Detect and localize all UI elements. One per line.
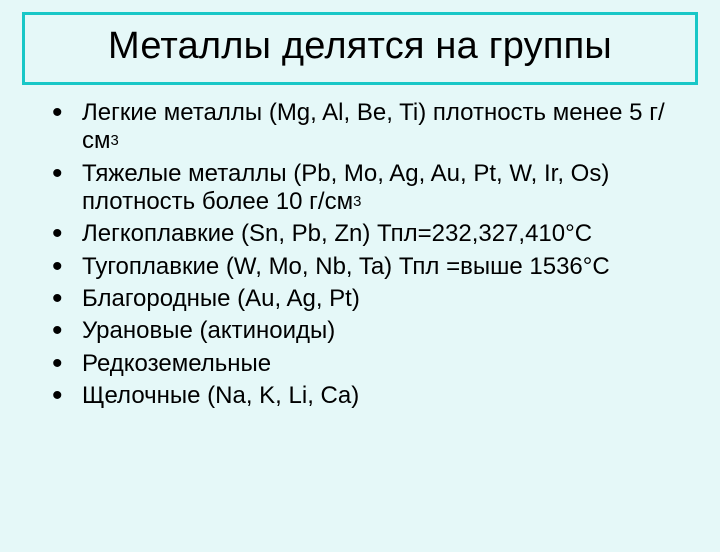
list-item: Легкоплавкие (Sn, Pb, Zn) Тпл=232,327,41… — [52, 220, 688, 248]
bullet-list: Легкие металлы (Mg, Al, Be, Ti) плотност… — [52, 99, 688, 410]
slide-title: Металлы делятся на группы — [31, 25, 689, 68]
list-item: Благородные (Au, Ag, Pt) — [52, 285, 688, 313]
list-item: Тяжелые металлы (Pb, Mo, Ag, Au, Pt, W, … — [52, 160, 688, 217]
list-item: Легкие металлы (Mg, Al, Be, Ti) плотност… — [52, 99, 688, 156]
list-item: Урановые (актиноиды) — [52, 317, 688, 345]
list-item: Щелочные (Na, K, Li, Ca) — [52, 382, 688, 410]
list-item: Тугоплавкие (W, Mo, Nb, Ta) Тпл =выше 15… — [52, 253, 688, 281]
title-box: Металлы делятся на группы — [22, 12, 698, 85]
slide: Металлы делятся на группы Легкие металлы… — [0, 12, 720, 552]
list-item: Редкоземельные — [52, 350, 688, 378]
